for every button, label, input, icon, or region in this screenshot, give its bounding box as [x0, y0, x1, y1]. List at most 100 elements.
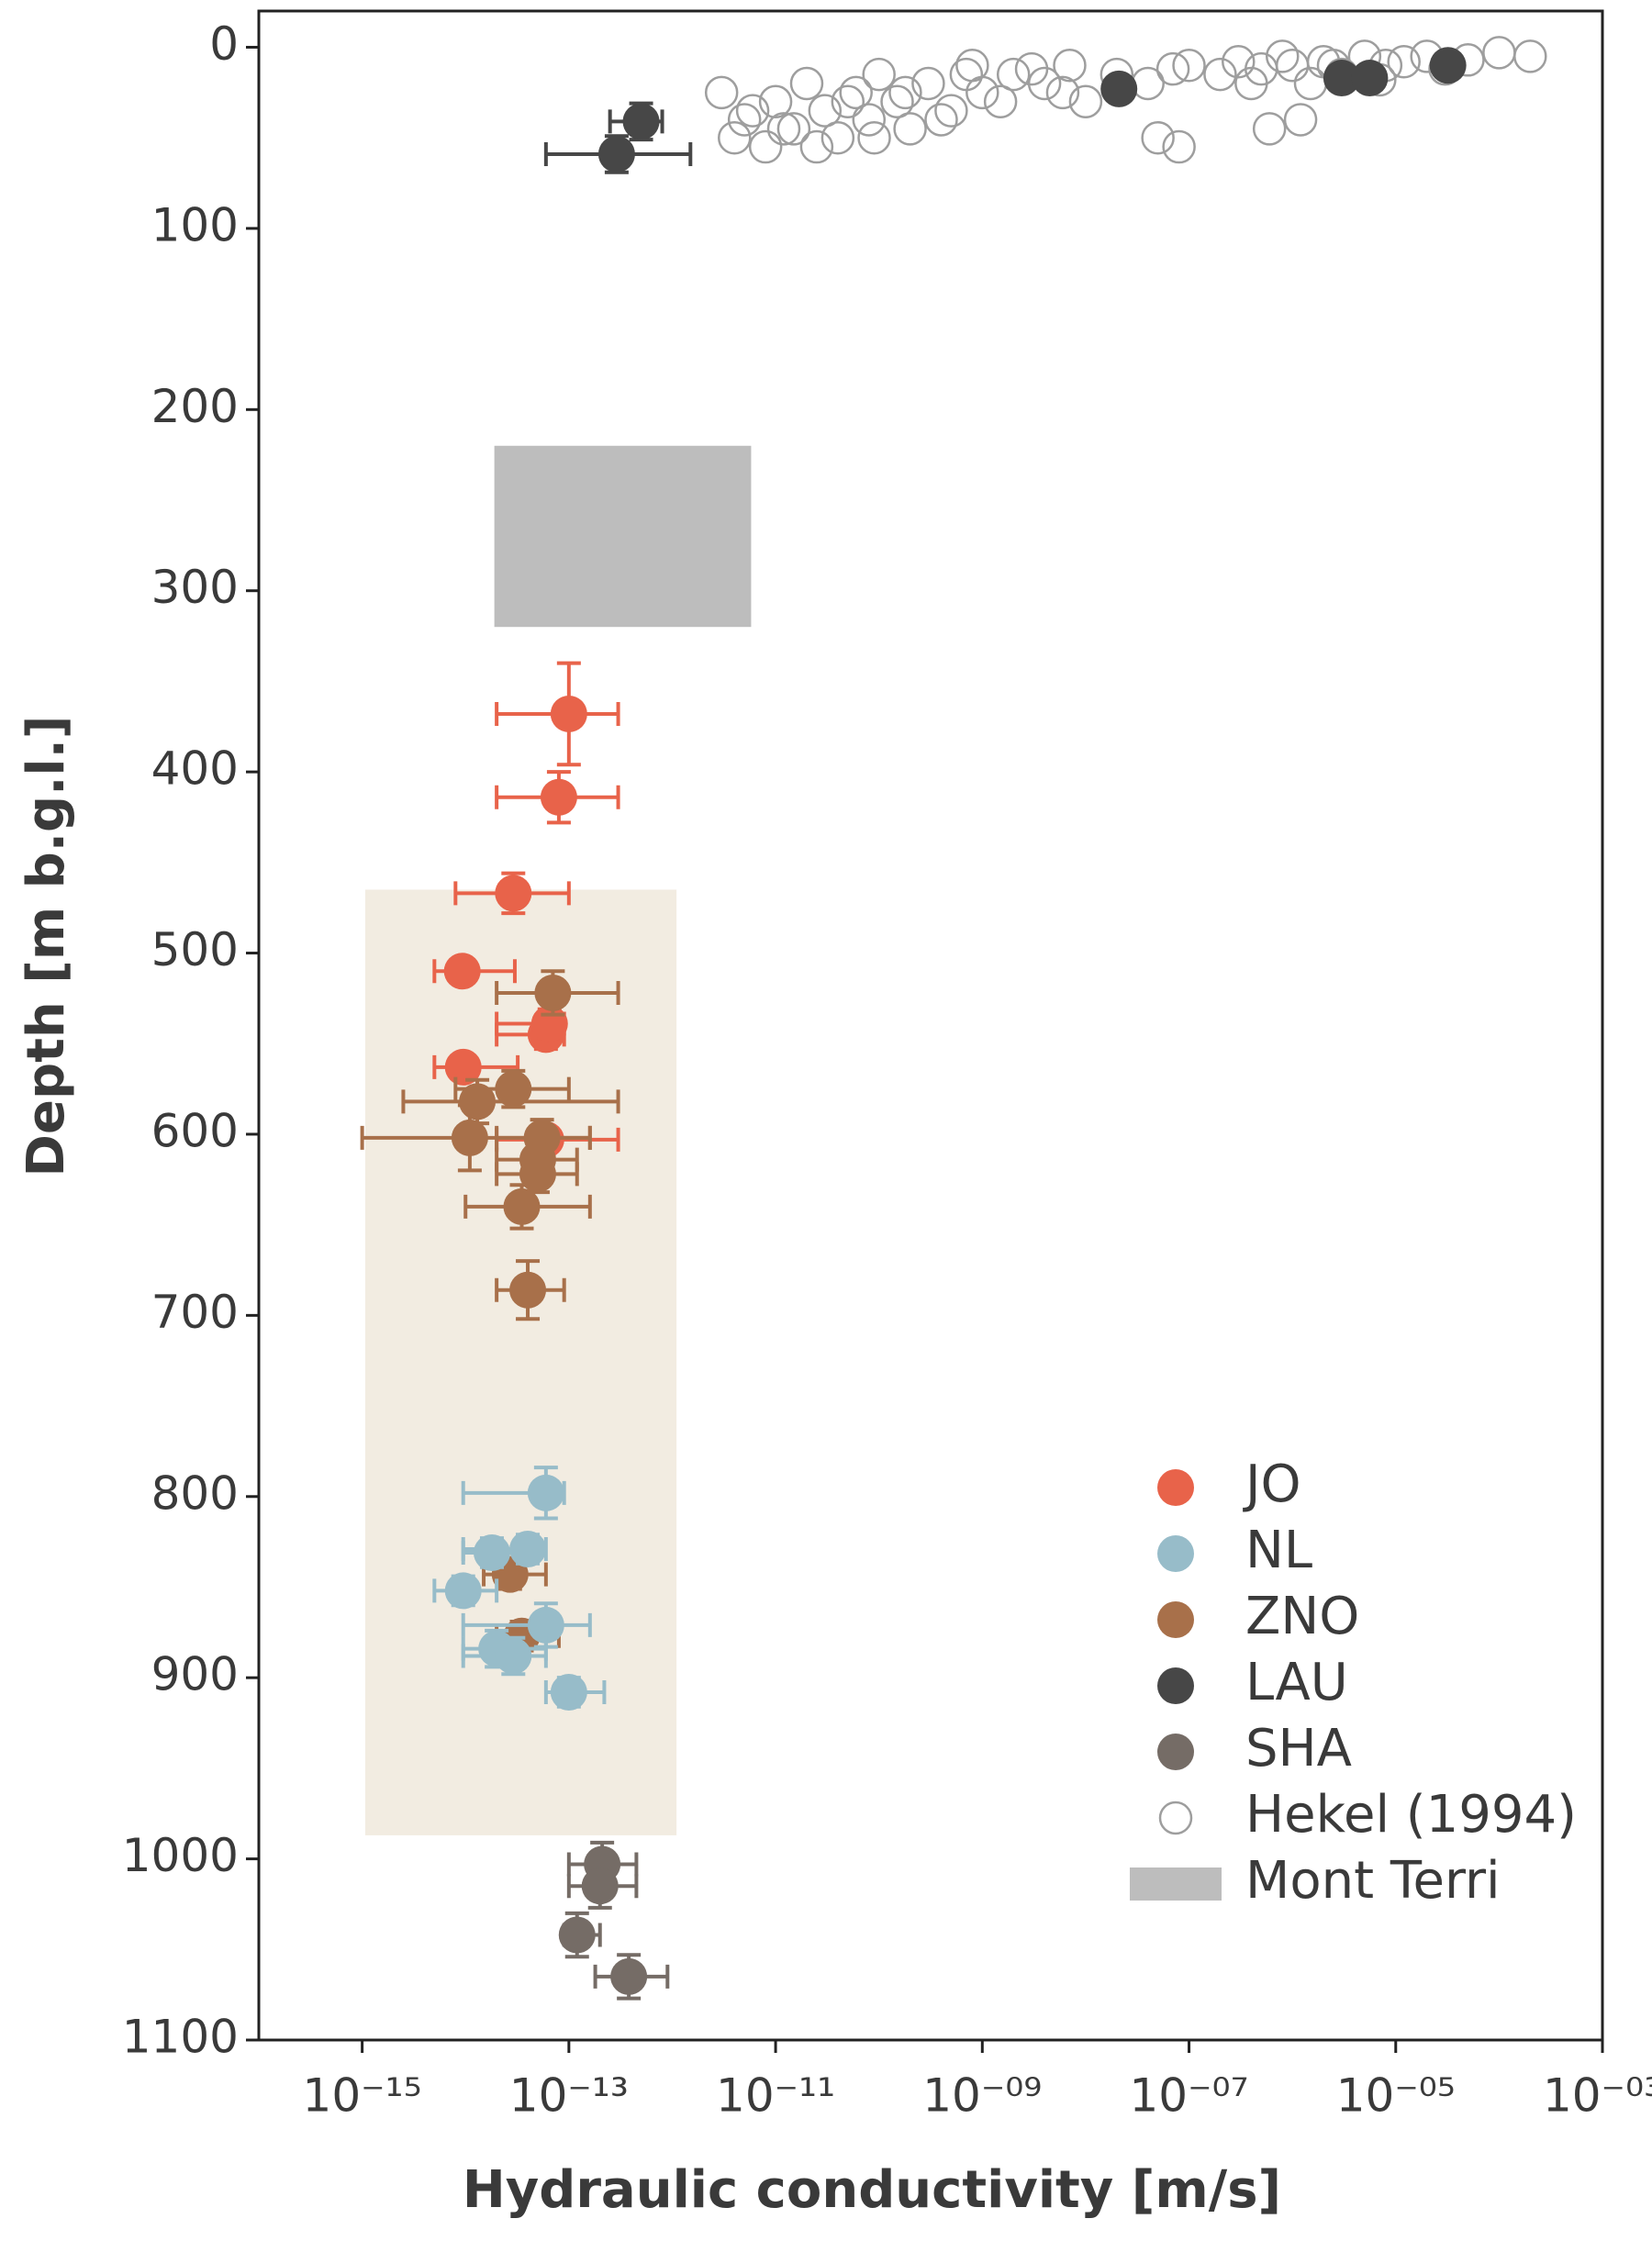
point-group [718, 120, 752, 155]
legend-swatch [1130, 1868, 1222, 1901]
point [820, 120, 855, 155]
point [451, 1119, 488, 1156]
point [550, 1673, 587, 1711]
point [550, 695, 587, 732]
point [1155, 51, 1190, 86]
point [1172, 48, 1206, 83]
point [1068, 84, 1103, 118]
point [581, 1868, 619, 1905]
legend-marker [1157, 1734, 1194, 1770]
point-group [799, 129, 834, 164]
point-group [1014, 51, 1049, 86]
point [1252, 112, 1287, 146]
point [527, 1606, 564, 1644]
point [776, 112, 811, 146]
point [758, 84, 793, 118]
y-tick-label: 700 [151, 1286, 239, 1339]
point-group [453, 1068, 571, 1109]
point-group [461, 1635, 548, 1677]
point [1265, 39, 1300, 73]
point-group [543, 1673, 607, 1711]
point [911, 66, 945, 101]
point-group [1100, 70, 1138, 107]
y-tick-label: 0 [209, 17, 239, 71]
point-group [1265, 39, 1300, 73]
point [444, 1572, 482, 1610]
point-group [862, 57, 896, 92]
point [924, 103, 958, 137]
point [1283, 103, 1318, 137]
point [1203, 57, 1237, 92]
point-group [1068, 84, 1103, 118]
point [893, 112, 927, 146]
x-error-bar [461, 1612, 592, 1637]
legend-label: SHA [1245, 1719, 1352, 1778]
point [1162, 129, 1196, 164]
point-group [558, 1911, 602, 1959]
point [727, 103, 762, 137]
x-tick-label: 10⁻¹³ [509, 2069, 629, 2123]
point-group [1045, 75, 1080, 110]
point-group [1053, 48, 1087, 83]
point [1275, 48, 1310, 83]
point [704, 75, 739, 110]
point-group [880, 84, 914, 118]
y-tick-label: 800 [151, 1466, 239, 1520]
point-group [543, 134, 693, 174]
point [831, 84, 865, 118]
point-group [495, 661, 620, 767]
point-group [463, 1183, 592, 1231]
point-group [1293, 66, 1328, 101]
point [1387, 45, 1421, 79]
point-group [1351, 60, 1389, 97]
point-group [808, 94, 843, 128]
y-tick-label: 1100 [122, 2011, 239, 2064]
point [799, 129, 834, 164]
point-group [1252, 112, 1287, 146]
legend-marker [1157, 1469, 1194, 1506]
x-tick-label: 10⁻⁰⁵ [1336, 2069, 1456, 2123]
point-group [735, 94, 770, 128]
point-group [888, 75, 922, 110]
point [880, 84, 914, 118]
legend-label: ZNO [1245, 1587, 1359, 1646]
legend-label: Mont Terri [1245, 1851, 1501, 1911]
point-group [461, 1533, 530, 1571]
point [1100, 70, 1138, 107]
y-tick-label: 200 [151, 380, 239, 433]
point [789, 66, 824, 101]
point-group [852, 103, 887, 137]
point-group [704, 75, 739, 110]
plot-frame [257, 9, 1604, 2042]
x-tick-label: 10⁻¹⁵ [303, 2069, 422, 2123]
point [1053, 48, 1087, 83]
point-group [495, 969, 620, 1017]
y-tick-label: 500 [151, 923, 239, 976]
point [509, 1271, 547, 1309]
legend: JO NL ZNO LAU SHA Hekel (1994)Mont Terri [1130, 1455, 1577, 1911]
legend-marker [1158, 1801, 1193, 1835]
point-group [461, 1466, 566, 1521]
point [996, 57, 1031, 92]
point-group [893, 112, 927, 146]
legend-label: Hekel (1994) [1245, 1785, 1577, 1845]
point [1482, 36, 1516, 70]
y-tick-label: 600 [151, 1104, 239, 1157]
point-group [766, 112, 801, 146]
point [540, 778, 577, 816]
x-tick-label: 10⁻⁰³ [1543, 2069, 1652, 2123]
y-tick-label: 400 [151, 742, 239, 796]
point [1141, 120, 1175, 155]
point-group [857, 120, 891, 155]
legend-marker [1157, 1601, 1194, 1638]
y-tick-label: 300 [151, 561, 239, 614]
point [610, 1957, 648, 1995]
point-group [593, 1953, 670, 2001]
region [494, 445, 752, 628]
point-group [831, 84, 865, 118]
point-group [608, 101, 664, 142]
point-group [453, 871, 571, 916]
point-group [495, 1259, 566, 1321]
point-group [1283, 103, 1318, 137]
point [622, 103, 660, 140]
